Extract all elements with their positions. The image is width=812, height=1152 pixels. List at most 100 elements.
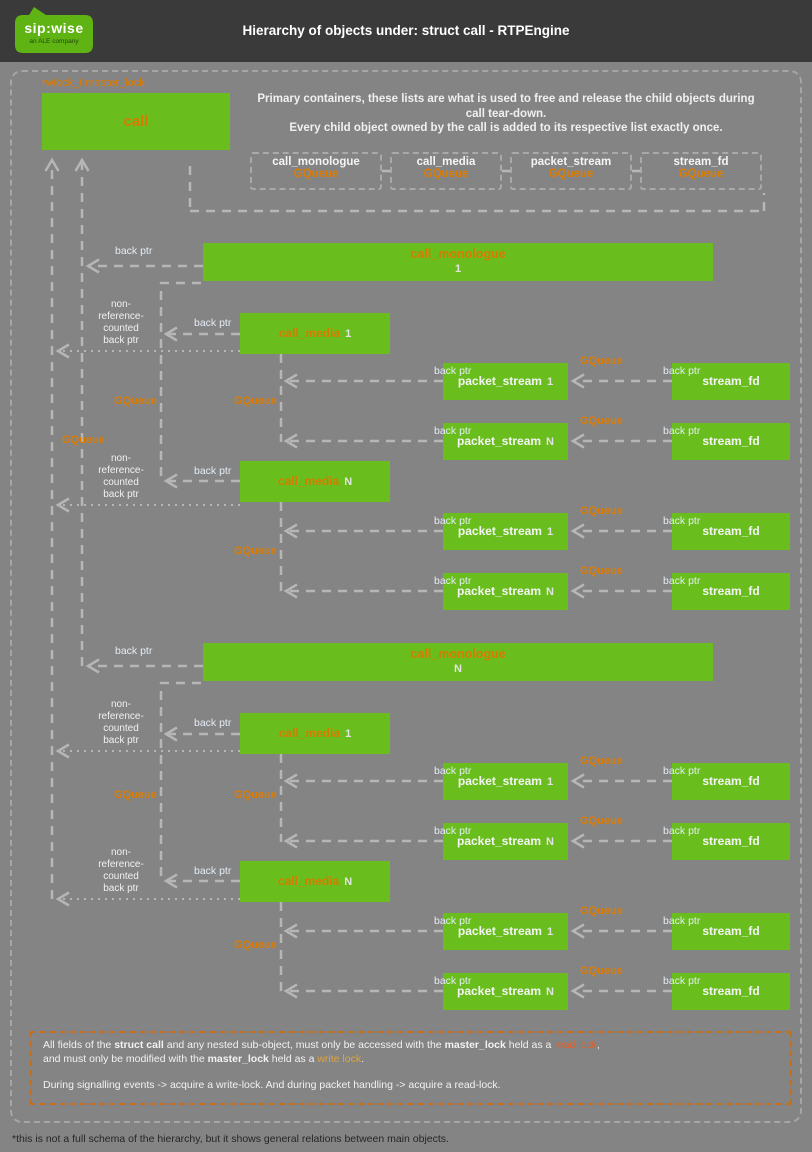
node-packet-stream-2: packet_stream N [443, 423, 568, 460]
node-call-media-nb-count: N [344, 875, 353, 888]
node-stream-fd-5-line: stream_fd [702, 774, 759, 789]
note-text: , [596, 1039, 600, 1051]
gqueue-label: GQueue [114, 395, 157, 407]
container-type: GQueue [678, 168, 724, 180]
gqueue-label: GQueue [580, 565, 623, 577]
node-packet-stream-8-count: N [546, 985, 554, 998]
node-stream-fd-8: stream_fd [672, 973, 790, 1010]
node-call-media-nb-line: call_media N [278, 874, 352, 890]
container-type: GQueue [548, 168, 594, 180]
node-stream-fd-6-label: stream_fd [702, 834, 760, 848]
note-text: and must only be modified with the [43, 1052, 208, 1065]
node-call-monologue-1-line: call_monologue [410, 247, 505, 262]
node-packet-stream-7-line: packet_stream 1 [458, 924, 553, 940]
container-name: packet_stream [530, 156, 612, 168]
back-ptr-label: back ptr [663, 975, 701, 987]
node-packet-stream-1-count: 1 [546, 375, 554, 388]
node-packet-stream-4-count: N [546, 585, 554, 598]
node-packet-stream-5-label: packet_stream [457, 773, 542, 788]
node-packet-stream-1-label: packet_stream [457, 373, 542, 388]
footnote: *this is not a full schema of the hierar… [12, 1133, 449, 1145]
back-ptr-label: back ptr [194, 317, 232, 329]
node-call-monologue-1-count: 1 [454, 263, 462, 275]
read-lock-text: read lock [554, 1039, 597, 1051]
back-ptr-label: back ptr [115, 245, 153, 257]
back-ptr-label: back ptr [663, 825, 701, 837]
container-type: GQueue [293, 168, 339, 180]
container-name: call_media [416, 156, 476, 168]
node-packet-stream-4-line: packet_stream N [457, 584, 554, 600]
node-stream-fd-5: stream_fd [672, 763, 790, 800]
locking-note: All fields of the struct call and any ne… [30, 1031, 792, 1105]
node-call-monologue-n-count: N [454, 663, 462, 675]
node-call-media-1a-label: call_media [278, 325, 341, 340]
node-stream-fd-3: stream_fd [672, 513, 790, 550]
logo-bubble-icon [15, 7, 93, 53]
write-lock-text: write lock [317, 1052, 362, 1065]
node-stream-fd-6-line: stream_fd [702, 834, 759, 849]
master-lock-label: rwlock_t master_lock [42, 77, 145, 89]
node-packet-stream-3-count: 1 [546, 525, 554, 538]
gqueue-label: GQueue [580, 505, 623, 517]
node-stream-fd-6: stream_fd [672, 823, 790, 860]
container-type: GQueue [423, 168, 469, 180]
node-call-monologue-n-line2: N [454, 662, 462, 677]
container-name: call_monologue [272, 156, 360, 168]
node-stream-fd-3-line: stream_fd [702, 524, 759, 539]
node-call-media-1a: call_media 1 [240, 313, 390, 354]
back-ptr-label: back ptr [663, 425, 701, 437]
back-ptr-label: back ptr [434, 915, 472, 927]
node-packet-stream-5-count: 1 [546, 775, 554, 788]
back-ptr-label: back ptr [434, 365, 472, 377]
note-struct-call: struct call [114, 1039, 164, 1051]
node-packet-stream-3: packet_stream 1 [443, 513, 568, 550]
node-call-media-1a-count: 1 [345, 327, 352, 340]
note-text: All fields of the [43, 1039, 115, 1051]
intro-text: Primary containers, these lists are what… [252, 92, 760, 136]
back-ptr-label: back ptr [434, 515, 472, 527]
node-packet-stream-6-line: packet_stream N [457, 834, 554, 850]
node-call-monologue-1-label: call_monologue [410, 247, 506, 261]
node-packet-stream-2-count: N [546, 435, 554, 448]
node-stream-fd-8-line: stream_fd [702, 984, 759, 999]
node-stream-fd-1-label: stream_fd [702, 374, 760, 388]
gqueue-label: GQueue [234, 545, 277, 557]
node-packet-stream-4: packet_stream N [443, 573, 568, 610]
intro-line-2: Every child object owned by the call is … [289, 122, 723, 134]
node-stream-fd-7-line: stream_fd [702, 924, 759, 939]
node-call-label: call [123, 113, 149, 130]
locking-note-line-2: and must only be modified with the maste… [43, 1053, 779, 1067]
node-stream-fd-1: stream_fd [672, 363, 790, 400]
note-master-lock: master_lock [207, 1052, 269, 1065]
note-text: held as a [268, 1052, 318, 1065]
gqueue-label: GQueue [580, 965, 623, 977]
back-ptr-label: back ptr [434, 575, 472, 587]
node-packet-stream-7-count: 1 [546, 925, 554, 938]
node-packet-stream-6-count: N [546, 835, 554, 848]
node-call-monologue-n-label: call_monologue [410, 647, 506, 661]
gqueue-label: GQueue [234, 395, 277, 407]
node-packet-stream-6: packet_stream N [443, 823, 568, 860]
locking-note-line-3: During signalling events -> acquire a wr… [43, 1079, 501, 1091]
back-ptr-label: back ptr [115, 645, 153, 657]
gqueue-label: GQueue [234, 939, 277, 951]
diagram-border [10, 70, 802, 1123]
back-ptr-label: back ptr [194, 717, 232, 729]
node-stream-fd-7-label: stream_fd [702, 924, 760, 938]
sipwise-logo: sip:wise an ALE company [13, 7, 97, 57]
node-stream-fd-1-line: stream_fd [702, 374, 759, 389]
gqueue-label: GQueue [62, 434, 105, 446]
node-packet-stream-5: packet_stream 1 [443, 763, 568, 800]
gqueue-label: GQueue [580, 815, 623, 827]
back-ptr-label: back ptr [194, 465, 232, 477]
back-ptr-label: back ptr [434, 425, 472, 437]
gqueue-label: GQueue [580, 755, 623, 767]
note-text: held as a [505, 1039, 555, 1051]
node-stream-fd-4: stream_fd [672, 573, 790, 610]
gqueue-label: GQueue [114, 789, 157, 801]
intro-line-1: Primary containers, these lists are what… [257, 93, 755, 120]
back-ptr-label: back ptr [434, 975, 472, 987]
container-name: stream_fd [673, 156, 729, 168]
node-packet-stream-2-line: packet_stream N [457, 434, 554, 450]
